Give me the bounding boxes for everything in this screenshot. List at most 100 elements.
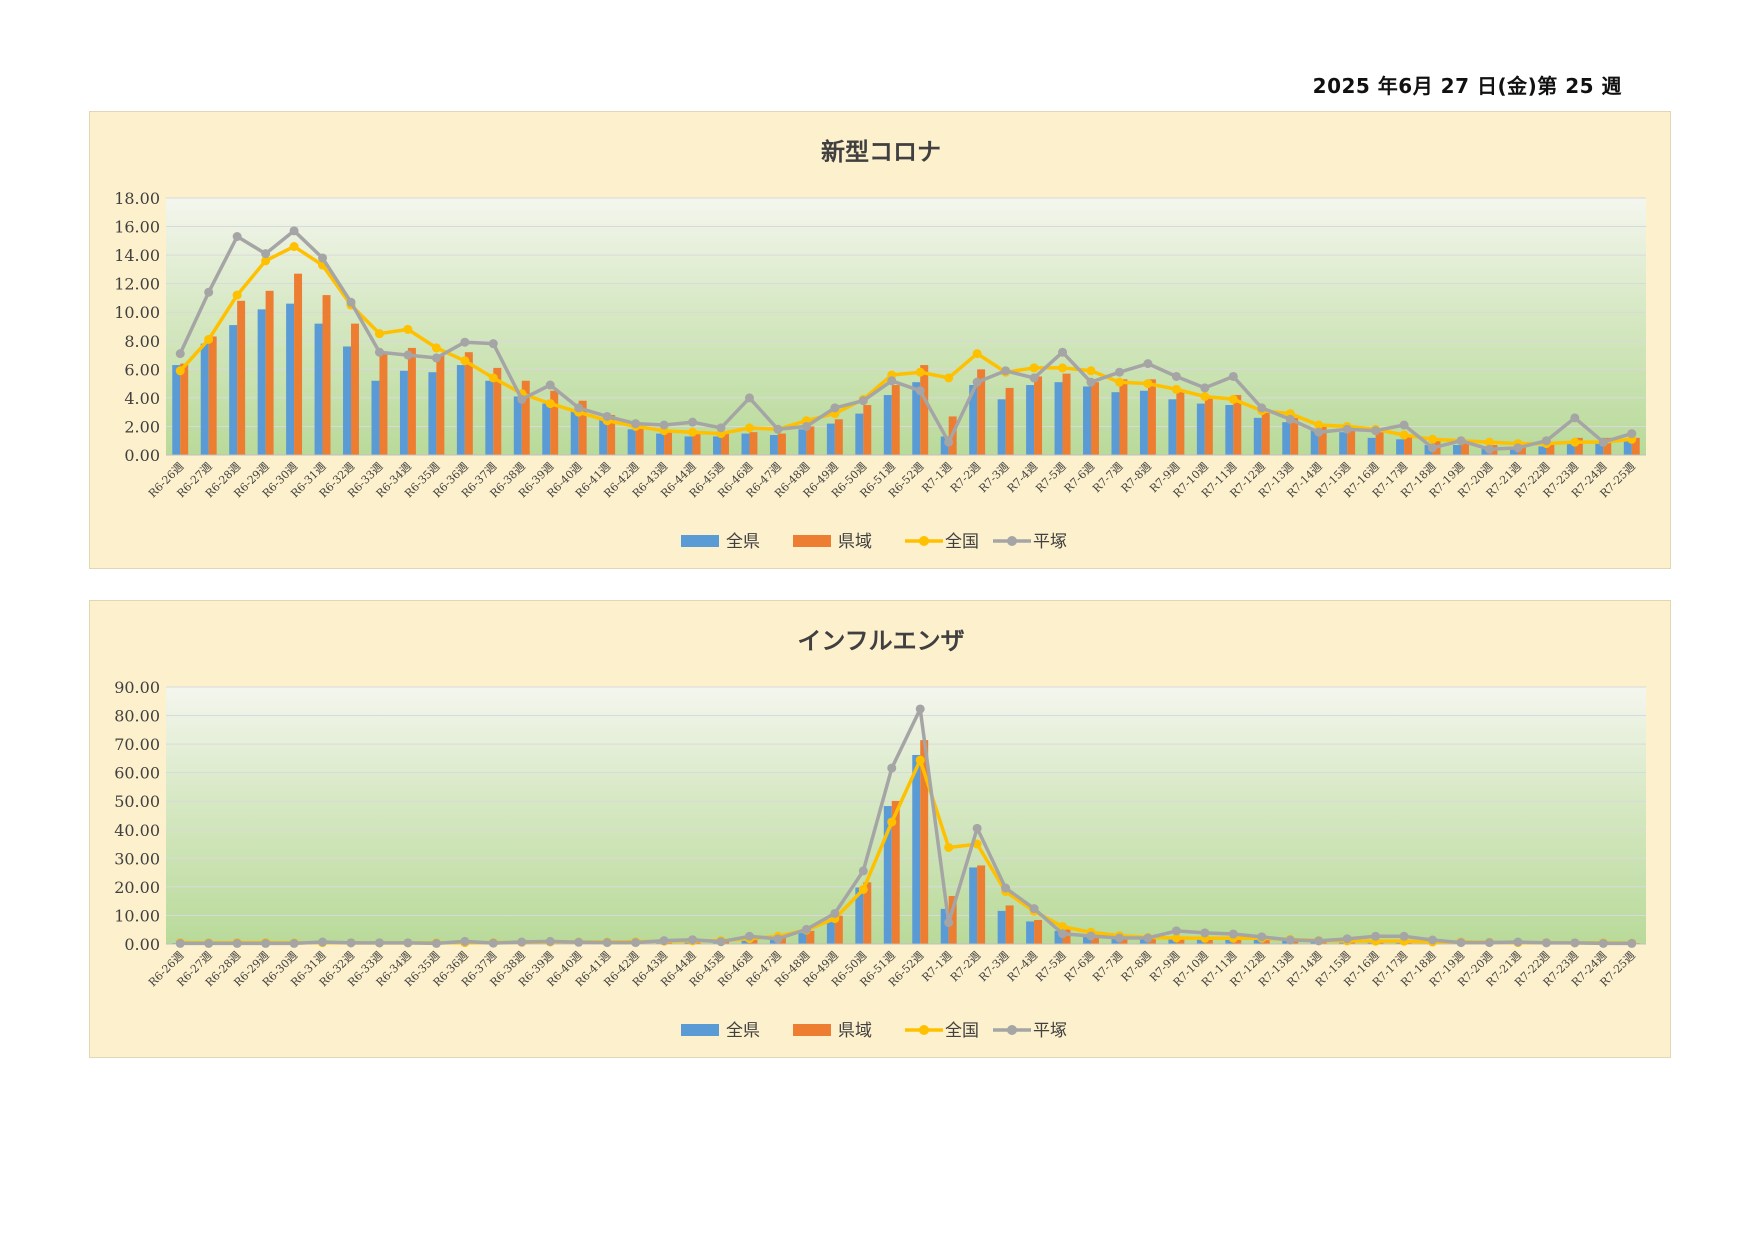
influenza-bar-全県-R6-52週 [912, 754, 921, 944]
covid-point-平塚-R6-44週 [688, 417, 698, 427]
covid-bar-全県-R7-18週 [1424, 445, 1433, 455]
covid-bar-県域-R7-8週 [1147, 379, 1156, 455]
covid-bar-全県-R6-47週 [769, 435, 778, 455]
covid-point-平塚-R7-23週 [1570, 413, 1580, 423]
covid-point-平塚-R6-27週 [204, 287, 214, 297]
covid-point-全国-R6-34週 [403, 324, 413, 334]
covid-bar-全県-R6-45週 [713, 436, 721, 455]
covid-point-全国-R7-5週 [1058, 363, 1068, 373]
covid-bar-県域-R7-14週 [1318, 426, 1327, 455]
covid-bar-県域-R6-45週 [721, 433, 729, 455]
covid-bar-県域-R6-50週 [863, 405, 872, 455]
influenza-point-平塚-R7-19週 [1456, 938, 1466, 948]
covid-bar-全県-R6-48週 [798, 429, 807, 455]
covid-point-全国-R7-9週 [1171, 384, 1181, 394]
covid-point-全国-R7-18週 [1428, 434, 1438, 444]
influenza-bar-全県-R6-47週 [769, 938, 778, 944]
covid-bar-全県-R6-52週 [912, 382, 921, 455]
covid-point-全国-R7-11週 [1228, 394, 1238, 404]
covid-bar-県域-R6-43週 [664, 430, 673, 455]
influenza-y-tick-label: 90.00 [114, 678, 160, 697]
influenza-y-tick-label: 10.00 [114, 906, 160, 925]
influenza-point-平塚-R7-12週 [1257, 932, 1267, 942]
covid-point-全国-R7-2週 [972, 349, 982, 359]
influenza-point-平塚-R6-33週 [374, 938, 384, 948]
influenza-y-tick-label: 70.00 [114, 735, 160, 754]
influenza-point-平塚-R7-18週 [1428, 935, 1438, 945]
covid-point-平塚-R6-49週 [830, 403, 840, 413]
influenza-bar-県域-R6-50週 [863, 882, 872, 944]
covid-point-全国-R6-30週 [289, 242, 299, 252]
influenza-point-全国-R6-50週 [858, 884, 868, 894]
covid-y-tick-label: 10.00 [114, 303, 160, 322]
influenza-bar-県域-R7-6週 [1091, 935, 1099, 944]
covid-bar-全県-R6-46週 [741, 433, 750, 455]
covid-point-平塚-R6-32週 [346, 297, 356, 307]
influenza-point-平塚-R6-49週 [830, 908, 840, 918]
influenza-point-平塚-R7-10週 [1200, 928, 1210, 938]
influenza-point-平塚-R7-23週 [1570, 938, 1580, 948]
covid-legend-marker-全国 [919, 536, 929, 546]
covid-bar-県域-R6-44週 [692, 432, 701, 455]
covid-y-tick-label: 14.00 [114, 246, 160, 265]
covid-bar-県域-R7-22週 [1546, 442, 1555, 455]
influenza-bar-県域-R6-49週 [834, 915, 843, 944]
covid-plot-area [166, 198, 1646, 455]
covid-bar-全県-R6-43週 [656, 433, 665, 455]
influenza-bar-県域-R6-52週 [920, 740, 929, 944]
covid-bar-全県-R6-41週 [599, 417, 608, 455]
covid-point-平塚-R7-5週 [1058, 347, 1068, 357]
covid-point-平塚-R6-46週 [744, 393, 754, 403]
covid-bar-全県-R7-9週 [1168, 399, 1177, 455]
covid-bar-全県-R7-10週 [1196, 403, 1205, 455]
influenza-chart-title: インフルエンザ [797, 627, 964, 655]
influenza-point-平塚-R6-46週 [744, 931, 754, 941]
covid-legend-swatch-全県 [681, 535, 719, 547]
influenza-point-全国-R7-5週 [1058, 922, 1068, 932]
covid-bar-県域-R6-30週 [294, 273, 303, 455]
covid-bar-全県-R7-24週 [1595, 440, 1604, 455]
covid-point-平塚-R7-13週 [1285, 414, 1295, 424]
covid-legend-label-平塚: 平塚 [1033, 532, 1067, 552]
covid-x-tick-label: R7-6週 [1062, 460, 1097, 495]
influenza-legend-label-県域: 県域 [838, 1021, 872, 1041]
covid-point-平塚-R6-40週 [574, 403, 584, 413]
influenza-point-平塚-R6-50週 [858, 866, 868, 876]
covid-point-平塚-R7-9週 [1171, 371, 1181, 381]
influenza-bar-県域-R7-9週 [1176, 938, 1185, 944]
covid-point-全国-R7-7週 [1114, 377, 1124, 387]
covid-point-全国-R6-46週 [744, 423, 754, 433]
covid-bar-全県-R6-49週 [826, 423, 835, 455]
covid-point-平塚-R6-29週 [261, 249, 271, 259]
influenza-point-平塚-R6-39週 [545, 936, 555, 946]
covid-legend-swatch-県域 [793, 535, 831, 547]
covid-bar-全県-R6-36週 [456, 365, 465, 455]
covid-line-平塚 [178, 229, 1633, 452]
covid-bar-全県-R7-16週 [1367, 437, 1376, 455]
covid-bar-全県-R6-29週 [257, 309, 266, 455]
covid-point-平塚-R6-50週 [858, 396, 868, 406]
covid-bar-県域-R7-4週 [1034, 376, 1043, 455]
influenza-y-tick-label: 60.00 [114, 764, 160, 783]
covid-bar-全県-R6-30週 [286, 303, 295, 455]
covid-bar-県域-R6-28週 [237, 300, 246, 455]
influenza-point-平塚-R7-17週 [1399, 931, 1409, 941]
covid-point-平塚-R6-36週 [460, 337, 470, 347]
covid-bar-全県-R7-22週 [1538, 446, 1547, 455]
influenza-y-tick-label: 30.00 [114, 849, 160, 868]
covid-point-平塚-R6-37週 [488, 339, 498, 349]
covid-point-平塚-R6-38週 [517, 394, 527, 404]
influenza-point-平塚-R6-29週 [261, 938, 271, 948]
covid-bar-全県-R6-26週 [172, 365, 181, 455]
influenza-point-全国-R6-52週 [915, 755, 925, 765]
influenza-point-平塚-R6-44週 [688, 935, 698, 945]
covid-line-全国 [178, 244, 1632, 446]
covid-bar-全県-R7-25週 [1623, 439, 1632, 455]
influenza-plot-area [166, 687, 1646, 944]
covid-bar-県域-R6-36週 [464, 352, 473, 455]
covid-point-全国-R7-10週 [1200, 391, 1210, 401]
covid-point-平塚-R6-45週 [716, 423, 726, 433]
influenza-point-平塚-R6-34週 [403, 938, 413, 948]
covid-point-平塚-R6-35週 [431, 353, 441, 363]
influenza-point-平塚-R6-43週 [659, 936, 669, 946]
